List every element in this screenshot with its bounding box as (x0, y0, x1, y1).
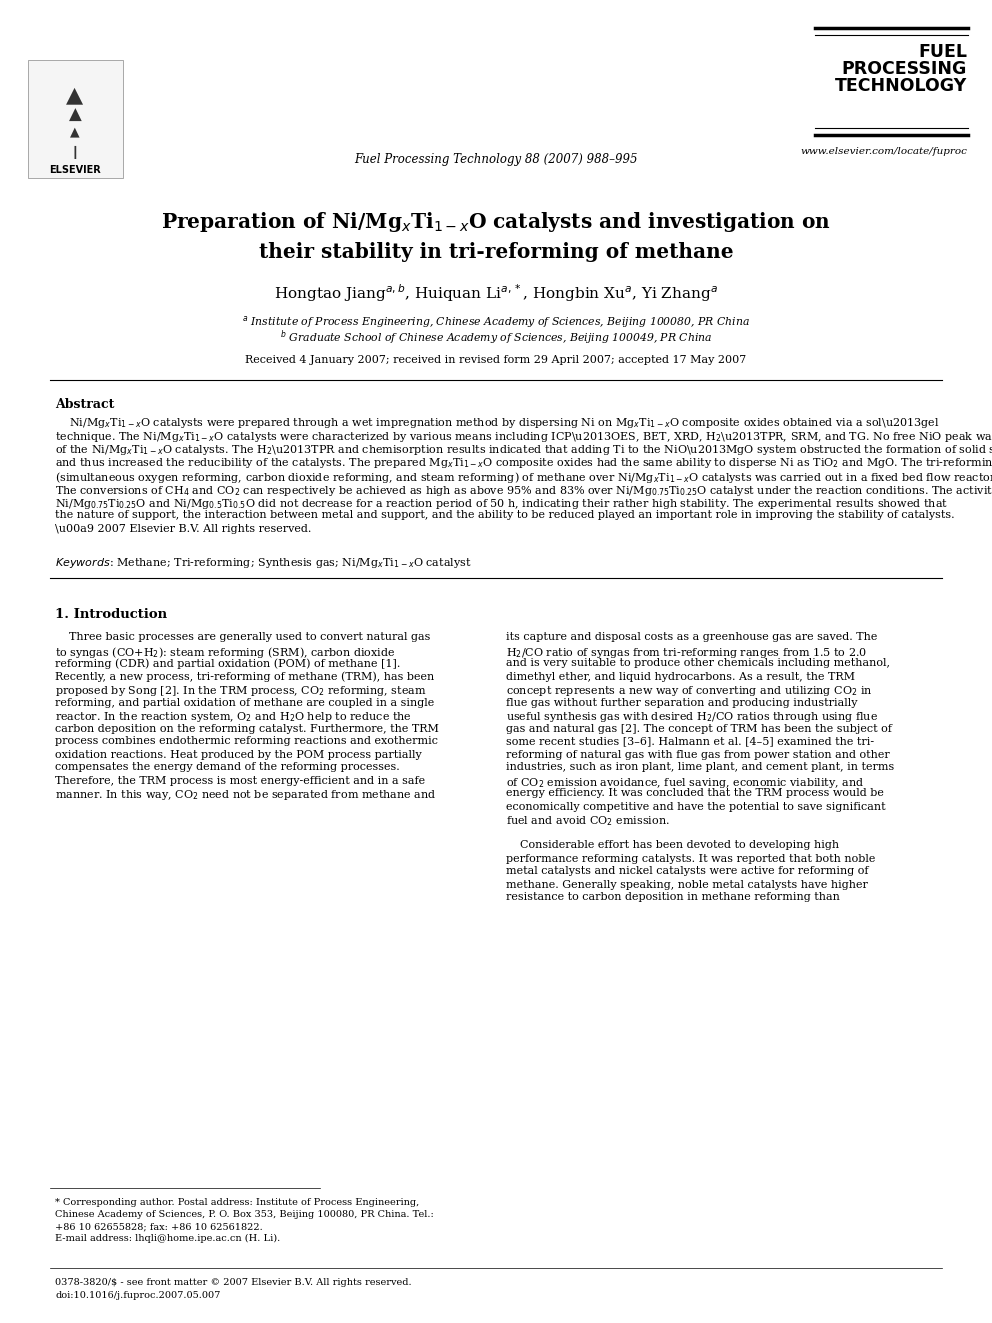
Text: 0378-3820/$ - see front matter © 2007 Elsevier B.V. All rights reserved.: 0378-3820/$ - see front matter © 2007 El… (55, 1278, 412, 1287)
Text: the nature of support, the interaction between metal and support, and the abilit: the nature of support, the interaction b… (55, 511, 954, 520)
Text: Hongtao Jiang$^{a,b}$, Huiquan Li$^{a,*}$, Hongbin Xu$^{a}$, Yi Zhang$^{a}$: Hongtao Jiang$^{a,b}$, Huiquan Li$^{a,*}… (274, 282, 718, 304)
Bar (28, 60, 123, 179)
Text: (simultaneous oxygen reforming, carbon dioxide reforming, and steam reforming) o: (simultaneous oxygen reforming, carbon d… (55, 470, 992, 486)
Text: Therefore, the TRM process is most energy-efficient and in a safe: Therefore, the TRM process is most energ… (55, 775, 426, 786)
Text: methane. Generally speaking, noble metal catalysts have higher: methane. Generally speaking, noble metal… (506, 880, 868, 889)
Text: useful synthesis gas with desired H$_2$/CO ratios through using flue: useful synthesis gas with desired H$_2$/… (506, 710, 878, 725)
Text: reforming of natural gas with flue gas from power station and other: reforming of natural gas with flue gas f… (506, 750, 890, 759)
Text: The conversions of CH$_4$ and CO$_2$ can respectively be achieved as high as abo: The conversions of CH$_4$ and CO$_2$ can… (55, 483, 992, 497)
Text: of CO$_2$ emission avoidance, fuel saving, economic viability, and: of CO$_2$ emission avoidance, fuel savin… (506, 775, 864, 790)
Text: Preparation of Ni/Mg$_x$Ti$_{1-x}$O catalysts and investigation on: Preparation of Ni/Mg$_x$Ti$_{1-x}$O cata… (161, 210, 831, 234)
Text: Abstract: Abstract (55, 398, 114, 411)
Text: PROCESSING: PROCESSING (841, 60, 967, 78)
Text: Ni/Mg$_x$Ti$_{1-x}$O catalysts were prepared through a wet impregnation method b: Ni/Mg$_x$Ti$_{1-x}$O catalysts were prep… (55, 415, 939, 430)
Text: H$_2$/CO ratio of syngas from tri-reforming ranges from 1.5 to 2.0: H$_2$/CO ratio of syngas from tri-reform… (506, 646, 867, 659)
Text: ▲: ▲ (68, 106, 81, 124)
Text: Three basic processes are generally used to convert natural gas: Three basic processes are generally used… (55, 632, 431, 643)
Text: energy efficiency. It was concluded that the TRM process would be: energy efficiency. It was concluded that… (506, 789, 884, 799)
Text: flue gas without further separation and producing industrially: flue gas without further separation and … (506, 697, 857, 708)
Text: technique. The Ni/Mg$_x$Ti$_{1-x}$O catalysts were characterized by various mean: technique. The Ni/Mg$_x$Ti$_{1-x}$O cata… (55, 430, 992, 443)
Text: process combines endothermic reforming reactions and exothermic: process combines endothermic reforming r… (55, 737, 438, 746)
Text: TECHNOLOGY: TECHNOLOGY (834, 77, 967, 95)
Text: $^{b}$ Graduate School of Chinese Academy of Sciences, Beijing 100049, PR China: $^{b}$ Graduate School of Chinese Academ… (280, 328, 712, 348)
Text: www.elsevier.com/locate/fuproc: www.elsevier.com/locate/fuproc (801, 147, 967, 156)
Text: some recent studies [3–6]. Halmann et al. [4–5] examined the tri-: some recent studies [3–6]. Halmann et al… (506, 737, 874, 746)
Text: FUEL: FUEL (918, 44, 967, 61)
Text: dimethyl ether, and liquid hydrocarbons. As a result, the TRM: dimethyl ether, and liquid hydrocarbons.… (506, 672, 855, 681)
Text: reforming (CDR) and partial oxidation (POM) of methane [1].: reforming (CDR) and partial oxidation (P… (55, 659, 401, 669)
Text: resistance to carbon deposition in methane reforming than: resistance to carbon deposition in metha… (506, 893, 840, 902)
Text: performance reforming catalysts. It was reported that both noble: performance reforming catalysts. It was … (506, 853, 875, 864)
Text: and is very suitable to produce other chemicals including methanol,: and is very suitable to produce other ch… (506, 659, 890, 668)
Text: fuel and avoid CO$_2$ emission.: fuel and avoid CO$_2$ emission. (506, 815, 670, 828)
Text: reactor. In the reaction system, O$_2$ and H$_2$O help to reduce the: reactor. In the reaction system, O$_2$ a… (55, 710, 412, 725)
Text: doi:10.1016/j.fuproc.2007.05.007: doi:10.1016/j.fuproc.2007.05.007 (55, 1291, 220, 1301)
Text: and thus increased the reducibility of the catalysts. The prepared Mg$_x$Ti$_{1-: and thus increased the reducibility of t… (55, 456, 992, 471)
Text: Fuel Processing Technology 88 (2007) 988–995: Fuel Processing Technology 88 (2007) 988… (354, 153, 638, 167)
Text: Considerable effort has been devoted to developing high: Considerable effort has been devoted to … (506, 840, 839, 851)
Text: reforming, and partial oxidation of methane are coupled in a single: reforming, and partial oxidation of meth… (55, 697, 434, 708)
Text: Received 4 January 2007; received in revised form 29 April 2007; accepted 17 May: Received 4 January 2007; received in rev… (245, 355, 747, 365)
Text: Ni/Mg$_{0.75}$Ti$_{0.25}$O and Ni/Mg$_{0.5}$Ti$_{0.5}$O did not decrease for a r: Ni/Mg$_{0.75}$Ti$_{0.25}$O and Ni/Mg$_{0… (55, 497, 948, 511)
Text: ELSEVIER: ELSEVIER (50, 165, 101, 175)
Text: E-mail address: lhqli@home.ipe.ac.cn (H. Li).: E-mail address: lhqli@home.ipe.ac.cn (H.… (55, 1234, 281, 1244)
Text: ┃: ┃ (71, 146, 78, 159)
Text: manner. In this way, CO$_2$ need not be separated from methane and: manner. In this way, CO$_2$ need not be … (55, 789, 436, 803)
Text: economically competitive and have the potential to save significant: economically competitive and have the po… (506, 802, 886, 811)
Text: concept represents a new way of converting and utilizing CO$_2$ in: concept represents a new way of converti… (506, 684, 873, 699)
Text: Chinese Academy of Sciences, P. O. Box 353, Beijing 100080, PR China. Tel.:: Chinese Academy of Sciences, P. O. Box 3… (55, 1211, 434, 1218)
Text: +86 10 62655828; fax: +86 10 62561822.: +86 10 62655828; fax: +86 10 62561822. (55, 1222, 263, 1230)
Text: proposed by Song [2]. In the TRM process, CO$_2$ reforming, steam: proposed by Song [2]. In the TRM process… (55, 684, 427, 699)
Text: carbon deposition on the reforming catalyst. Furthermore, the TRM: carbon deposition on the reforming catal… (55, 724, 438, 733)
Text: * Corresponding author. Postal address: Institute of Process Engineering,: * Corresponding author. Postal address: … (55, 1199, 420, 1207)
Text: their stability in tri-reforming of methane: their stability in tri-reforming of meth… (259, 242, 733, 262)
Text: gas and natural gas [2]. The concept of TRM has been the subject of: gas and natural gas [2]. The concept of … (506, 724, 892, 733)
Text: to syngas (CO+H$_2$): steam reforming (SRM), carbon dioxide: to syngas (CO+H$_2$): steam reforming (S… (55, 646, 396, 660)
Text: oxidation reactions. Heat produced by the POM process partially: oxidation reactions. Heat produced by th… (55, 750, 422, 759)
Text: ▲: ▲ (66, 85, 83, 105)
Text: 1. Introduction: 1. Introduction (55, 607, 167, 620)
Text: industries, such as iron plant, lime plant, and cement plant, in terms: industries, such as iron plant, lime pla… (506, 762, 894, 773)
Text: $^{a}$ Institute of Process Engineering, Chinese Academy of Sciences, Beijing 10: $^{a}$ Institute of Process Engineering,… (242, 314, 750, 329)
Text: its capture and disposal costs as a greenhouse gas are saved. The: its capture and disposal costs as a gree… (506, 632, 877, 643)
Text: metal catalysts and nickel catalysts were active for reforming of: metal catalysts and nickel catalysts wer… (506, 867, 869, 877)
Text: ▲: ▲ (70, 126, 79, 139)
Text: \u00a9 2007 Elsevier B.V. All rights reserved.: \u00a9 2007 Elsevier B.V. All rights res… (55, 524, 311, 534)
Text: compensates the energy demand of the reforming processes.: compensates the energy demand of the ref… (55, 762, 400, 773)
Text: $\it{Keywords}$: Methane; Tri-reforming; Synthesis gas; Ni/Mg$_x$Ti$_{1-x}$O cat: $\it{Keywords}$: Methane; Tri-reforming;… (55, 556, 471, 569)
Text: of the Ni/Mg$_x$Ti$_{1-x}$O catalysts. The H$_2$\u2013TPR and chemisorption resu: of the Ni/Mg$_x$Ti$_{1-x}$O catalysts. T… (55, 443, 992, 456)
Text: Recently, a new process, tri-reforming of methane (TRM), has been: Recently, a new process, tri-reforming o… (55, 672, 434, 683)
